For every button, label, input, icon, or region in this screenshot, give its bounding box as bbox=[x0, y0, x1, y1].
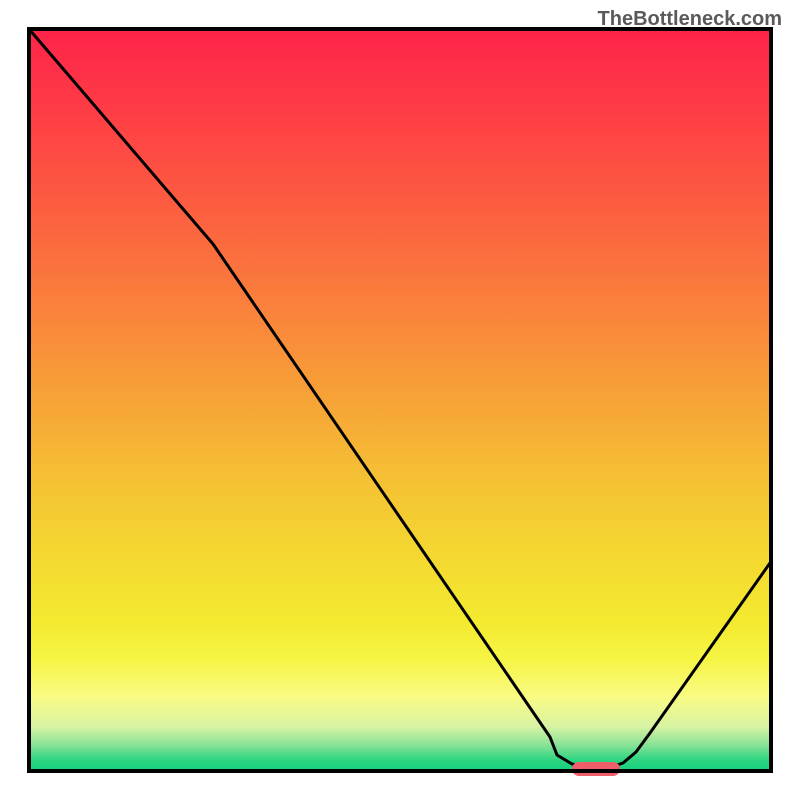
watermark-text: TheBottleneck.com bbox=[598, 8, 782, 31]
plot-background bbox=[29, 29, 771, 771]
chart-svg bbox=[0, 0, 800, 800]
chart-container: TheBottleneck.com bbox=[0, 0, 800, 800]
